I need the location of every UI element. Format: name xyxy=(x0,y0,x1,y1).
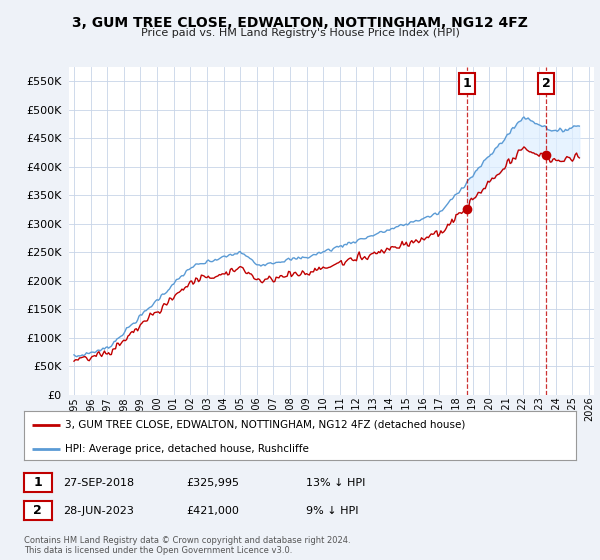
Text: 3, GUM TREE CLOSE, EDWALTON, NOTTINGHAM, NG12 4FZ (detached house): 3, GUM TREE CLOSE, EDWALTON, NOTTINGHAM,… xyxy=(65,420,466,430)
Text: Price paid vs. HM Land Registry's House Price Index (HPI): Price paid vs. HM Land Registry's House … xyxy=(140,28,460,38)
Text: 9% ↓ HPI: 9% ↓ HPI xyxy=(306,506,359,516)
Text: 3, GUM TREE CLOSE, EDWALTON, NOTTINGHAM, NG12 4FZ: 3, GUM TREE CLOSE, EDWALTON, NOTTINGHAM,… xyxy=(72,16,528,30)
Text: 2: 2 xyxy=(34,504,42,517)
Text: 28-JUN-2023: 28-JUN-2023 xyxy=(63,506,134,516)
Text: 1: 1 xyxy=(34,476,42,489)
Text: This data is licensed under the Open Government Licence v3.0.: This data is licensed under the Open Gov… xyxy=(24,547,292,556)
Text: 2: 2 xyxy=(542,77,550,90)
Text: 27-SEP-2018: 27-SEP-2018 xyxy=(63,478,134,488)
Text: Contains HM Land Registry data © Crown copyright and database right 2024.: Contains HM Land Registry data © Crown c… xyxy=(24,536,350,545)
Text: 1: 1 xyxy=(463,77,472,90)
Text: HPI: Average price, detached house, Rushcliffe: HPI: Average price, detached house, Rush… xyxy=(65,445,309,455)
Text: £325,995: £325,995 xyxy=(186,478,239,488)
Text: £421,000: £421,000 xyxy=(186,506,239,516)
Text: 13% ↓ HPI: 13% ↓ HPI xyxy=(306,478,365,488)
